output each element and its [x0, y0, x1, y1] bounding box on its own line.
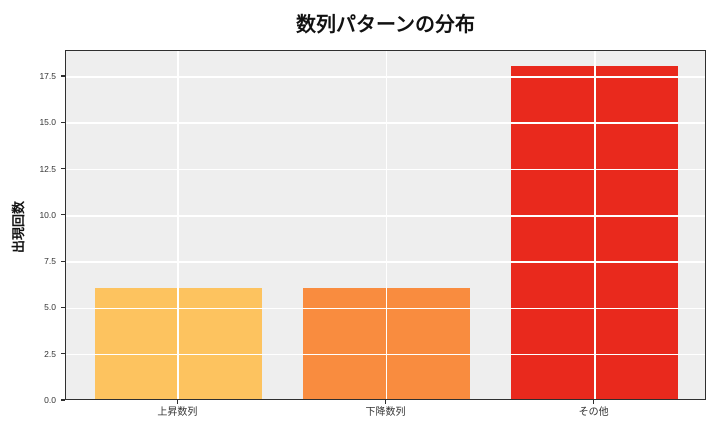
gridline-v: [385, 51, 388, 399]
y-tick-label: 10.0: [39, 209, 56, 220]
gridline-h: [66, 122, 705, 125]
x-tick: [176, 400, 178, 404]
gridline-h: [66, 307, 705, 310]
x-tick: [384, 400, 387, 404]
x-tick-label: 上昇数列: [157, 407, 198, 418]
gridline-v: [593, 51, 596, 399]
y-tick: [60, 353, 65, 355]
plot-area: [65, 50, 706, 400]
y-tick-label: 2.5: [44, 348, 56, 359]
y-tick: [60, 306, 65, 308]
x-tick-label: 下降数列: [365, 407, 406, 418]
gridline-h: [66, 353, 705, 356]
y-tick: [60, 75, 65, 77]
y-tick: [60, 399, 65, 401]
y-tick-label: 12.5: [39, 163, 56, 174]
y-tick-label: 0.0: [44, 395, 56, 405]
y-tick: [60, 260, 65, 262]
x-tick: [593, 400, 595, 404]
y-tick-label: 5.0: [44, 302, 56, 313]
y-tick-label: 15.0: [39, 117, 56, 128]
y-tick-label: 7.5: [44, 256, 56, 267]
gridline-v: [177, 51, 180, 399]
gridline-h: [66, 215, 705, 217]
chart-title: 数列パターンの分布: [296, 14, 475, 36]
y-tick: [60, 121, 65, 123]
y-tick: [60, 214, 65, 216]
y-tick: [60, 167, 65, 170]
gridline-h: [66, 261, 705, 263]
y-tick-label: 17.5: [39, 70, 56, 81]
x-tick-label: その他: [578, 407, 609, 418]
gridline-h: [66, 76, 705, 78]
gridline-h: [66, 168, 705, 171]
